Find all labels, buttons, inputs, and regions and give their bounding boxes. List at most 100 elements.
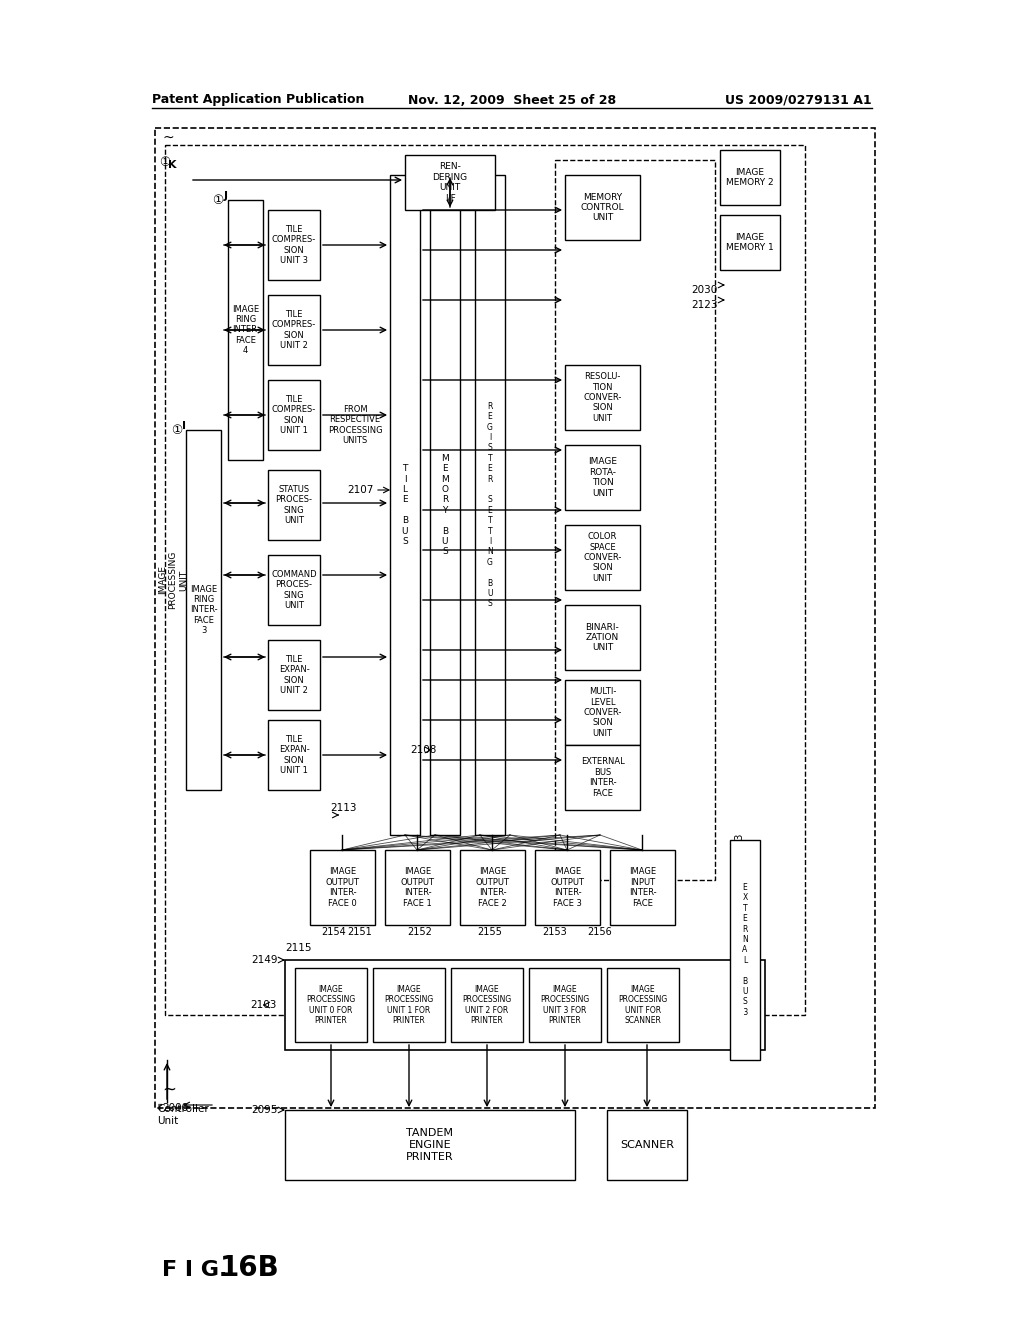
Text: 2155: 2155 <box>477 927 503 937</box>
Text: EXTERNAL BUS 3: EXTERNAL BUS 3 <box>735 833 745 916</box>
Bar <box>607 968 679 1041</box>
Bar <box>155 128 874 1107</box>
Bar <box>565 525 640 590</box>
Bar <box>565 605 640 671</box>
Text: Controller
Unit: Controller Unit <box>157 1105 209 1126</box>
Text: IMAGE
PROCESSING
UNIT 2 FOR
PRINTER: IMAGE PROCESSING UNIT 2 FOR PRINTER <box>463 985 512 1026</box>
Text: IMAGE
PROCESSING
UNIT: IMAGE PROCESSING UNIT <box>158 550 187 610</box>
Text: R
E
G
I
S
T
E
R

S
E
T
T
I
N
G

B
U
S: R E G I S T E R S E T T I N G B U S <box>487 401 493 609</box>
Bar <box>720 215 780 271</box>
Text: 16B: 16B <box>220 1254 280 1282</box>
Text: 2151: 2151 <box>347 927 373 937</box>
Bar <box>565 366 640 430</box>
Bar <box>268 470 319 540</box>
Text: TANDEM
ENGINE
PRINTER: TANDEM ENGINE PRINTER <box>407 1129 454 1162</box>
Text: 2030: 2030 <box>692 285 718 294</box>
Bar <box>565 176 640 240</box>
Text: IMAGE
OUTPUT
INTER-
FACE 1: IMAGE OUTPUT INTER- FACE 1 <box>400 867 434 908</box>
Bar <box>390 176 420 836</box>
Text: IMAGE
MEMORY 1: IMAGE MEMORY 1 <box>726 232 774 252</box>
Text: IMAGE
PROCESSING
UNIT 1 FOR
PRINTER: IMAGE PROCESSING UNIT 1 FOR PRINTER <box>384 985 433 1026</box>
Text: ╔: ╔ <box>157 1101 162 1110</box>
Text: IMAGE
RING
INTER-
FACE
4: IMAGE RING INTER- FACE 4 <box>231 305 259 355</box>
Bar <box>268 640 319 710</box>
Bar <box>555 160 715 880</box>
Bar <box>186 430 221 789</box>
Bar <box>268 719 319 789</box>
Text: TILE
COMPRES-
SION
UNIT 1: TILE COMPRES- SION UNIT 1 <box>272 395 316 436</box>
Bar <box>565 680 640 744</box>
Text: ①: ① <box>212 194 223 206</box>
Bar <box>268 554 319 624</box>
Text: IMAGE
PROCESSING
UNIT 0 FOR
PRINTER: IMAGE PROCESSING UNIT 0 FOR PRINTER <box>306 985 355 1026</box>
Text: 2154: 2154 <box>322 927 346 937</box>
Bar <box>610 850 675 925</box>
Text: 2153: 2153 <box>543 927 567 937</box>
Text: 2095: 2095 <box>252 1105 278 1115</box>
Text: F I G.: F I G. <box>162 1261 227 1280</box>
Text: 2156: 2156 <box>588 927 612 937</box>
Text: BINARI-
ZATION
UNIT: BINARI- ZATION UNIT <box>586 623 620 652</box>
Text: IMAGE
MEMORY 2: IMAGE MEMORY 2 <box>726 168 774 187</box>
Bar <box>460 850 525 925</box>
Bar <box>385 850 450 925</box>
Text: 2113: 2113 <box>330 803 356 813</box>
Text: MEMORY
CONTROL
UNIT: MEMORY CONTROL UNIT <box>581 193 625 222</box>
Bar <box>228 201 263 459</box>
Text: E
X
T
E
R
N
A
L

B
U
S
 3: E X T E R N A L B U S 3 <box>741 883 749 1016</box>
Text: Nov. 12, 2009  Sheet 25 of 28: Nov. 12, 2009 Sheet 25 of 28 <box>408 94 616 107</box>
Text: 2108: 2108 <box>410 744 436 755</box>
Text: FROM
RESPECTIVE
PROCESSING
UNITS: FROM RESPECTIVE PROCESSING UNITS <box>328 405 382 445</box>
Bar <box>565 744 640 810</box>
Bar <box>165 145 805 1015</box>
Text: ①: ① <box>171 424 182 437</box>
Text: IMAGE
PROCESSING
UNIT FOR
SCANNER: IMAGE PROCESSING UNIT FOR SCANNER <box>618 985 668 1026</box>
Bar <box>565 445 640 510</box>
Text: TILE
EXPAN-
SION
UNIT 1: TILE EXPAN- SION UNIT 1 <box>279 735 309 775</box>
Text: TILE
COMPRES-
SION
UNIT 3: TILE COMPRES- SION UNIT 3 <box>272 224 316 265</box>
Text: 2000: 2000 <box>162 1104 188 1113</box>
Text: TILE
COMPRES-
SION
UNIT 2: TILE COMPRES- SION UNIT 2 <box>272 310 316 350</box>
Bar <box>373 968 445 1041</box>
Text: MULTI-
LEVEL
CONVER-
SION
UNIT: MULTI- LEVEL CONVER- SION UNIT <box>584 688 622 738</box>
Text: ①: ① <box>160 157 171 169</box>
Bar <box>310 850 375 925</box>
Bar <box>295 968 367 1041</box>
Text: 2103: 2103 <box>250 1001 276 1010</box>
Bar <box>285 1110 575 1180</box>
Bar <box>451 968 523 1041</box>
Bar <box>406 154 495 210</box>
Text: IMAGE
OUTPUT
INTER-
FACE 2: IMAGE OUTPUT INTER- FACE 2 <box>475 867 510 908</box>
Text: T
I
L
E

B
U
S: T I L E B U S <box>401 465 409 546</box>
Text: US 2009/0279131 A1: US 2009/0279131 A1 <box>725 94 872 107</box>
Text: IMAGE
OUTPUT
INTER-
FACE 3: IMAGE OUTPUT INTER- FACE 3 <box>551 867 585 908</box>
Text: IMAGE
PROCESSING
UNIT 3 FOR
PRINTER: IMAGE PROCESSING UNIT 3 FOR PRINTER <box>541 985 590 1026</box>
Bar <box>268 210 319 280</box>
Text: 2115: 2115 <box>285 942 311 953</box>
Bar <box>430 176 460 836</box>
Text: REN-
DERING
UNIT
I/F: REN- DERING UNIT I/F <box>432 162 468 202</box>
Bar <box>529 968 601 1041</box>
Bar <box>268 294 319 366</box>
Text: TILE
EXPAN-
SION
UNIT 2: TILE EXPAN- SION UNIT 2 <box>279 655 309 696</box>
Text: I: I <box>182 421 186 432</box>
Text: IMAGE
INPUT
INTER-
FACE: IMAGE INPUT INTER- FACE <box>629 867 656 908</box>
Text: IMAGE
RING
INTER-
FACE
3: IMAGE RING INTER- FACE 3 <box>189 585 217 635</box>
Bar <box>268 380 319 450</box>
Text: STATUS
PROCES-
SING
UNIT: STATUS PROCES- SING UNIT <box>275 484 312 525</box>
Bar <box>285 960 765 1049</box>
Text: COLOR
SPACE
CONVER-
SION
UNIT: COLOR SPACE CONVER- SION UNIT <box>584 532 622 583</box>
Text: EXTERNAL
BUS
INTER-
FACE: EXTERNAL BUS INTER- FACE <box>581 758 625 797</box>
Text: RESOLU-
TION
CONVER-
SION
UNIT: RESOLU- TION CONVER- SION UNIT <box>584 372 622 422</box>
Text: ~: ~ <box>162 131 174 145</box>
Bar <box>475 176 505 836</box>
Bar <box>535 850 600 925</box>
Text: 2149: 2149 <box>252 954 278 965</box>
Text: COMMAND
PROCES-
SING
UNIT: COMMAND PROCES- SING UNIT <box>271 570 316 610</box>
Text: 2123: 2123 <box>691 300 718 310</box>
Text: Patent Application Publication: Patent Application Publication <box>152 94 365 107</box>
Text: ~: ~ <box>162 1081 176 1100</box>
Text: 2152: 2152 <box>408 927 432 937</box>
Text: IMAGE
ROTA-
TION
UNIT: IMAGE ROTA- TION UNIT <box>588 458 617 498</box>
Text: IMAGE
OUTPUT
INTER-
FACE 0: IMAGE OUTPUT INTER- FACE 0 <box>326 867 359 908</box>
